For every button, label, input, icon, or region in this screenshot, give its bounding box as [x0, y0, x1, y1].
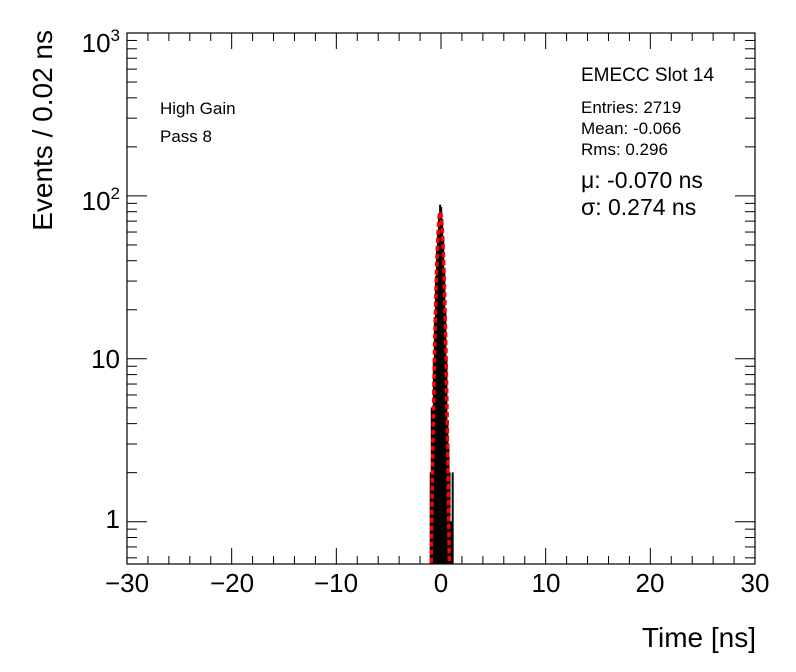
x-tick-label: −20: [210, 568, 254, 598]
x-tick-label: −30: [105, 568, 149, 598]
stats-rms: Rms: 0.296: [581, 140, 668, 159]
y-tick-label-1000: 103: [82, 26, 120, 58]
gain-annotation: High Gain: [160, 99, 236, 118]
stats-title: EMECC Slot 14: [581, 65, 714, 86]
pass-annotation: Pass 8: [160, 127, 212, 146]
x-tick-label: −10: [314, 568, 358, 598]
y-tick-label-100: 102: [82, 184, 120, 216]
fit-sigma: σ: 0.274 ns: [581, 194, 696, 220]
stats-entries: Entries: 2719: [581, 98, 681, 117]
x-tick-label: 20: [636, 568, 665, 598]
x-tick-label: 10: [532, 568, 561, 598]
y-tick-label: 10: [91, 344, 120, 374]
fit-mu: μ: -0.070 ns: [581, 167, 703, 193]
stats-mean: Mean: -0.066: [581, 119, 681, 138]
x-tick-label: 0: [434, 568, 448, 598]
histogram-bar: [451, 472, 454, 565]
gaussian-fit: [429, 209, 452, 563]
x-tick-label: 30: [741, 568, 770, 598]
y-axis-title: Events / 0.02 ns: [27, 30, 58, 231]
y-tick-label: 1: [106, 504, 120, 534]
x-axis-title: Time [ns]: [642, 622, 756, 653]
gaussian-fit-curve: [429, 209, 452, 563]
plot-frame: [126, 32, 756, 565]
